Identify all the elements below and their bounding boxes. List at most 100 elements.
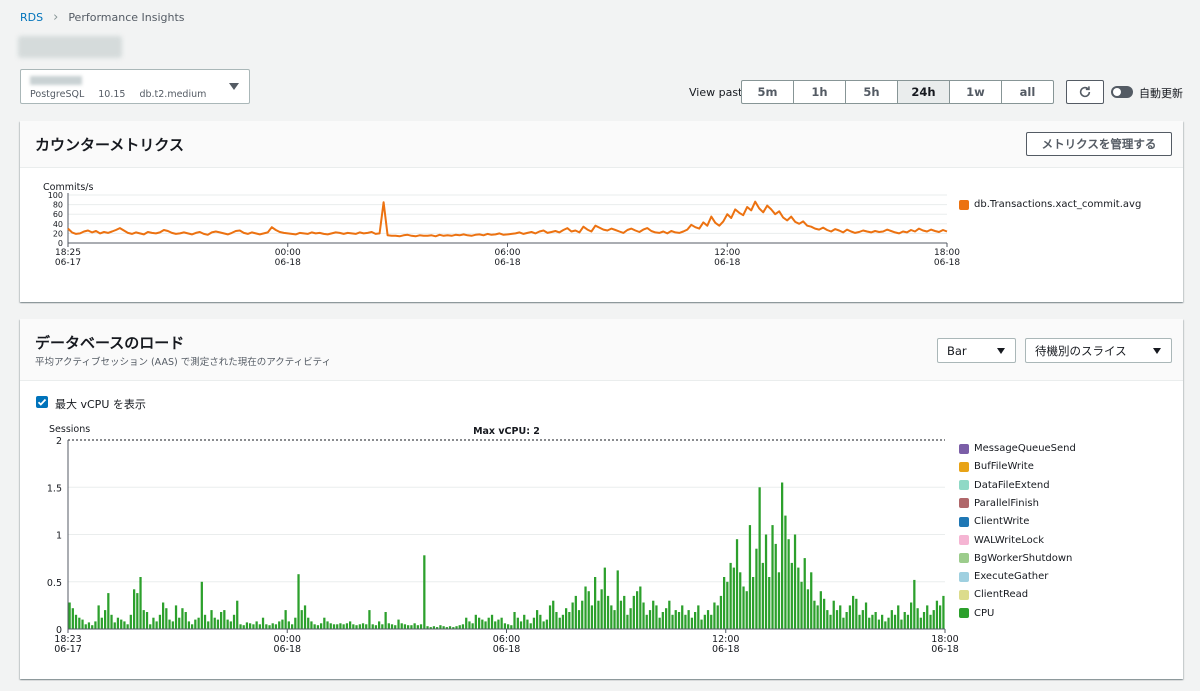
x-tick-time: 18:00 <box>934 248 960 258</box>
cpu-bar <box>494 621 497 629</box>
x-tick-time: 06:00 <box>495 248 521 258</box>
cpu-bar <box>336 624 339 629</box>
cpu-bar <box>400 623 403 629</box>
cpu-bar <box>642 602 645 629</box>
view-past-1w-button[interactable]: 1w <box>949 80 1002 104</box>
cpu-bar <box>922 612 926 629</box>
cpu-bar <box>619 600 623 629</box>
legend-swatch <box>959 553 969 564</box>
breadcrumb-rds-link[interactable]: RDS <box>20 11 44 24</box>
breadcrumb-current: Performance Insights <box>68 11 185 24</box>
cpu-bar <box>742 586 745 629</box>
cpu-bar <box>378 621 381 629</box>
cpu-bar <box>320 623 323 629</box>
cpu-bar <box>584 586 587 629</box>
cpu-bar <box>606 595 610 629</box>
slice-by-value: 待機別のスライス <box>1035 343 1127 358</box>
instance-selector[interactable]: PostgreSQL 10.15 db.t2.medium <box>20 69 250 104</box>
cpu-bar <box>174 605 178 629</box>
cpu-bar <box>829 614 832 629</box>
cpu-bar <box>365 624 368 629</box>
x-tick-time: 06:00 <box>493 634 520 645</box>
cpu-bar <box>800 581 803 630</box>
cpu-bar <box>513 612 516 629</box>
cpu-bar <box>84 624 87 629</box>
instance-engine: PostgreSQL <box>30 89 85 100</box>
cpu-bar <box>252 624 255 629</box>
cpu-bar <box>526 619 529 629</box>
cpu-bar <box>752 577 755 629</box>
auto-refresh-label: 自動更新 <box>1139 87 1183 100</box>
cpu-bar <box>568 612 571 629</box>
x-tick-time: 18:00 <box>931 634 958 645</box>
cpu-bar <box>191 624 194 629</box>
cpu-bar <box>671 614 674 629</box>
cpu-bar <box>94 621 97 629</box>
cpu-bar <box>149 624 152 629</box>
cpu-bar <box>590 605 594 629</box>
cpu-bar <box>542 621 545 629</box>
cpu-bar <box>300 610 303 629</box>
show-max-vcpu-checkbox[interactable] <box>36 396 48 408</box>
cpu-bar <box>861 610 864 629</box>
cpu-bar <box>81 619 84 629</box>
cpu-bar <box>610 605 613 629</box>
cpu-bar <box>294 617 297 629</box>
cpu-bar <box>303 605 307 629</box>
cpu-bar <box>207 621 210 629</box>
cpu-bar <box>713 602 716 629</box>
view-past-24h-button[interactable]: 24h <box>897 80 950 104</box>
y-axis-title: Sessions <box>49 424 90 435</box>
manage-metrics-button[interactable]: メトリクスを管理する <box>1026 132 1172 156</box>
cpu-bar <box>793 534 797 629</box>
cpu-bar <box>874 612 877 629</box>
cpu-bar <box>181 608 184 629</box>
refresh-button[interactable] <box>1066 80 1104 104</box>
cpu-bar <box>855 598 858 629</box>
y-tick-label: 20 <box>53 229 63 238</box>
y-tick-label: 2 <box>56 436 62 447</box>
view-past-5m-button[interactable]: 5m <box>741 80 794 104</box>
cpu-bar <box>104 610 107 629</box>
cpu-bar <box>220 612 223 629</box>
cpu-bar <box>497 619 500 629</box>
caret-down-icon <box>997 348 1005 354</box>
cpu-bar <box>78 617 81 629</box>
cpu-bar <box>229 621 232 629</box>
cpu-bar <box>826 610 829 629</box>
cpu-bar <box>881 614 884 629</box>
cpu-bar <box>329 623 332 629</box>
cpu-bar <box>661 612 664 629</box>
cpu-bar <box>774 543 777 629</box>
cpu-bar <box>603 567 606 629</box>
caret-down-icon <box>229 83 239 90</box>
cpu-bar <box>665 608 668 629</box>
x-tick-date: 06-18 <box>934 258 960 268</box>
x-tick-date: 06-17 <box>54 644 82 655</box>
x-tick-time: 12:00 <box>712 634 739 645</box>
cpu-bar <box>916 608 919 629</box>
cpu-bar <box>648 610 652 629</box>
chart-type-select[interactable]: Bar <box>937 338 1016 363</box>
view-past-1h-button[interactable]: 1h <box>793 80 846 104</box>
cpu-bar <box>842 617 845 629</box>
cpu-bar <box>935 600 939 629</box>
view-past-all-button[interactable]: all <box>1001 80 1054 104</box>
cpu-bar <box>939 605 942 629</box>
cpu-bar <box>639 586 642 629</box>
cpu-bar <box>68 602 71 629</box>
slice-by-select[interactable]: 待機別のスライス <box>1025 338 1172 363</box>
counter-metrics-title: カウンターメトリクス <box>35 136 184 154</box>
cpu-bar <box>265 624 268 629</box>
cpu-bar <box>139 577 142 629</box>
view-past-5h-button[interactable]: 5h <box>845 80 898 104</box>
cpu-bar <box>858 614 861 629</box>
show-max-vcpu-label: 最大 vCPU を表示 <box>55 398 146 411</box>
cpu-bar <box>313 624 316 629</box>
cpu-bar <box>784 515 787 629</box>
cpu-bar <box>345 623 349 629</box>
legend-swatch <box>959 589 969 600</box>
cpu-bar <box>203 614 207 629</box>
auto-refresh-toggle[interactable] <box>1111 86 1133 98</box>
